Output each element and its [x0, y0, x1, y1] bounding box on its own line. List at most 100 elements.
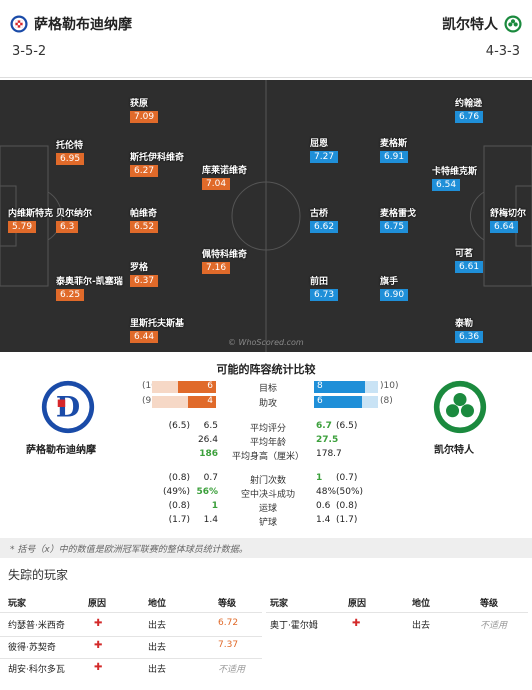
home-player[interactable]: 内维斯特克 5.79 — [8, 206, 53, 233]
home-goals-bar — [177, 381, 216, 393]
stat-label: 铲球 — [258, 518, 277, 528]
table-row[interactable]: 奥丁·霍尔姆 ✚ 出去 不适用 — [266, 614, 532, 636]
table-header: 玩家 原因 地位 等级 — [0, 592, 266, 610]
home-player[interactable]: 帕维奇 6.52 — [130, 206, 159, 233]
away-stat-value: 6.7 — [316, 421, 332, 431]
away-team[interactable]: 凯尔特人 — [442, 14, 522, 34]
away-player[interactable]: 旗手 6.90 — [380, 274, 409, 301]
away-assists-avg: (8) — [380, 396, 393, 406]
player-rating: 7.09 — [130, 111, 159, 123]
home-player[interactable]: 贝尔纳尔 6.3 — [56, 206, 92, 233]
player-rating: 6.76 — [455, 111, 484, 123]
away-player[interactable]: 屈恩 7.27 — [310, 136, 339, 163]
home-goals-avg: (10 — [142, 381, 157, 391]
header-player: 玩家 — [8, 599, 27, 609]
player-name: 可茗 — [455, 249, 474, 259]
player-name: 获原 — [130, 99, 149, 109]
home-player[interactable]: 斯托伊科维奇 6.27 — [130, 150, 184, 177]
assists-label: 助攻 — [258, 399, 277, 409]
header-position: 地位 — [412, 599, 431, 609]
header-reason: 原因 — [88, 599, 107, 609]
away-player[interactable]: 泰勒 6.36 — [455, 316, 484, 343]
player-rating: 7.16 — [202, 262, 231, 274]
away-player[interactable]: 古桥 6.62 — [310, 206, 339, 233]
home-player[interactable]: 获原 7.09 — [130, 96, 159, 123]
player-name: 罗格 — [130, 263, 149, 273]
away-player[interactable]: 舒梅切尔 6.64 — [490, 206, 526, 233]
home-team[interactable]: 萨格勒布迪纳摩 — [10, 14, 132, 34]
injury-cross-icon: ✚ — [94, 640, 103, 651]
assists-row: (9 4 助攻 6 (8) — [0, 396, 532, 409]
home-stat-avg: (0.8) — [168, 473, 190, 483]
home-player[interactable]: 泰奥菲尔-凯塞瑞 6.25 — [56, 274, 123, 301]
lineup-pitch: 获原 7.09 托伦特 6.95 斯托伊科维奇 6.27 库莱诺维奇 7.04 内维斯特… — [0, 80, 532, 352]
player-rating: 6.44 — [130, 331, 159, 343]
player-rating: 6.62 — [310, 221, 339, 233]
away-stat-avg: (50%) — [336, 487, 364, 497]
header-position: 地位 — [148, 599, 167, 609]
away-player[interactable]: 麦格雷戈 6.75 — [380, 206, 416, 233]
home-stat-value: 186 — [199, 449, 218, 459]
away-player[interactable]: 可茗 6.61 — [455, 246, 484, 273]
away-player[interactable]: 卡特维克斯 6.54 — [432, 164, 477, 191]
away-stat-avg: (0.8) — [336, 501, 358, 511]
player-name: 约瑟普·米西奇 — [8, 621, 65, 631]
table-row[interactable]: 胡安·科尔多瓦 ✚ 出去 不适用 — [0, 658, 266, 680]
away-player[interactable]: 前田 6.73 — [310, 274, 339, 301]
goals-row: (10 6 目标 8 )10) — [0, 381, 532, 394]
player-rating: 5.79 — [8, 221, 37, 233]
divider — [0, 636, 262, 637]
player-rating: 6.54 — [432, 179, 461, 191]
player-name: 卡特维克斯 — [432, 167, 478, 177]
player-name: 屈恩 — [310, 139, 329, 149]
player-name: 泰勒 — [455, 319, 474, 329]
stat-line: (0.8) 1 运球 0.6 (0.8) — [0, 501, 532, 514]
player-name: 彼得·苏契奇 — [8, 643, 56, 653]
home-player[interactable]: 库莱诺维奇 7.04 — [202, 163, 247, 190]
home-stat-avg: (6.5) — [168, 421, 190, 431]
player-rating: 6.61 — [455, 261, 484, 273]
stat-label: 运球 — [258, 504, 277, 514]
away-goals-value: 8 — [317, 381, 323, 391]
away-stat-avg: (1.7) — [336, 515, 358, 525]
player-name: 斯托伊科维奇 — [130, 153, 185, 163]
away-player[interactable]: 约翰逊 6.76 — [455, 96, 484, 123]
player-rating: 6.90 — [380, 289, 409, 301]
away-team-name: 凯尔特人 — [442, 17, 498, 33]
player-name: 前田 — [310, 277, 329, 287]
away-stat-avg: (6.5) — [336, 421, 358, 431]
home-team-label: 萨格勒布迪纳摩 — [26, 445, 96, 456]
away-stat-value: 48% — [316, 487, 337, 497]
table-row[interactable]: 彼得·苏契奇 ✚ 出去 7.37 — [0, 636, 266, 658]
stat-label: 射门次数 — [249, 476, 286, 486]
home-player[interactable]: 佩特科维奇 7.16 — [202, 247, 247, 274]
home-team-name: 萨格勒布迪纳摩 — [34, 17, 132, 33]
away-formation: 4-3-3 — [485, 44, 520, 59]
player-rating: 6.72 — [218, 618, 239, 628]
injury-cross-icon: ✚ — [94, 618, 103, 629]
stat-label: 平均评分 — [249, 424, 286, 434]
player-name: 奥丁·霍尔姆 — [270, 621, 318, 631]
celtic-crest-icon — [504, 15, 522, 33]
player-name: 麦格雷戈 — [380, 209, 417, 219]
home-assists-value: 4 — [207, 396, 213, 406]
table-header: 玩家 原因 地位 等级 — [266, 592, 532, 610]
home-stat-avg: (0.8) — [168, 501, 190, 511]
player-rating: 6.75 — [380, 221, 409, 233]
home-stat-value: 26.4 — [197, 435, 218, 445]
stat-label: 平均年龄 — [249, 438, 286, 448]
player-name: 里斯托夫斯基 — [130, 319, 185, 329]
home-player[interactable]: 里斯托夫斯基 6.44 — [130, 316, 184, 343]
player-rating: 6.25 — [56, 289, 85, 301]
player-status: 出去 — [148, 621, 167, 631]
player-rating: 7.27 — [310, 151, 339, 163]
home-player[interactable]: 托伦特 6.95 — [56, 138, 85, 165]
missing-players-title: 失踪的玩家 — [8, 568, 69, 582]
stat-line: 26.4 平均年龄 27.5 — [0, 435, 532, 448]
watermark: © WhoScored.com — [228, 338, 304, 347]
table-row[interactable]: 约瑟普·米西奇 ✚ 出去 6.72 — [0, 614, 266, 636]
away-player[interactable]: 麦格斯 6.91 — [380, 136, 409, 163]
player-rating: 不适用 — [218, 665, 246, 675]
home-player[interactable]: 罗格 6.37 — [130, 260, 159, 287]
away-stat-value: 27.5 — [316, 435, 339, 445]
